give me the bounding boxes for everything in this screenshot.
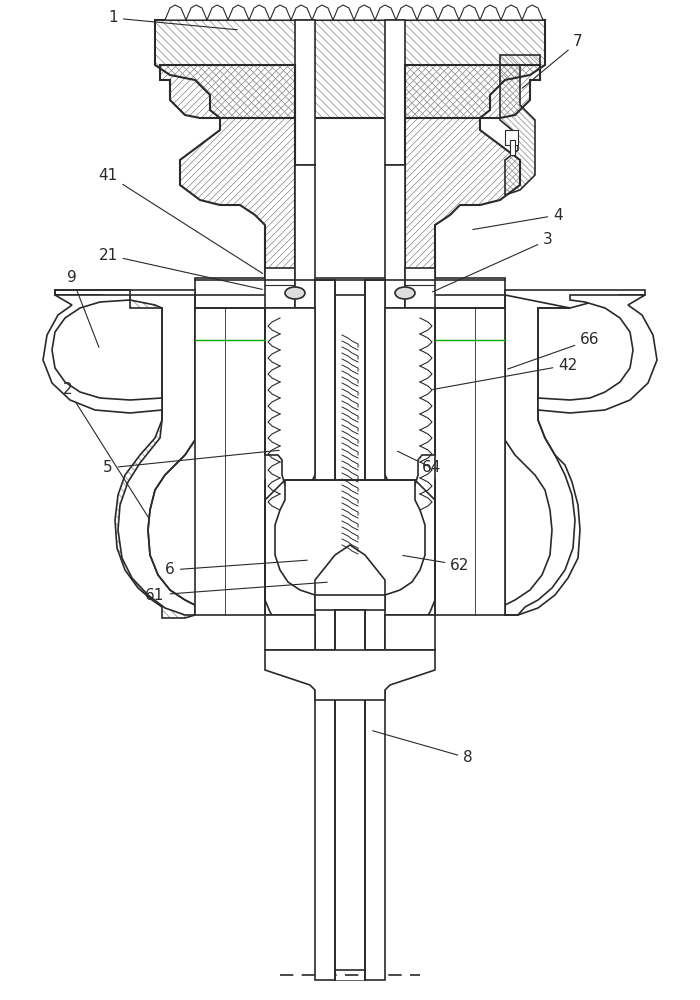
Text: 62: 62: [402, 555, 470, 572]
Polygon shape: [207, 5, 228, 20]
Polygon shape: [385, 20, 405, 165]
Text: 41: 41: [99, 167, 262, 274]
Text: 4: 4: [473, 208, 563, 230]
Polygon shape: [165, 5, 186, 20]
Polygon shape: [333, 5, 354, 20]
Text: 6: 6: [165, 560, 307, 578]
Text: 8: 8: [372, 731, 473, 766]
Polygon shape: [265, 308, 315, 495]
Polygon shape: [501, 5, 522, 20]
Polygon shape: [295, 20, 315, 165]
Polygon shape: [505, 290, 645, 615]
Text: 21: 21: [99, 247, 262, 289]
Text: 66: 66: [508, 332, 600, 369]
Polygon shape: [270, 5, 291, 20]
Polygon shape: [396, 5, 417, 20]
Polygon shape: [522, 5, 543, 20]
Polygon shape: [43, 295, 162, 413]
Polygon shape: [265, 268, 295, 308]
Ellipse shape: [395, 287, 415, 299]
Polygon shape: [385, 308, 435, 495]
Polygon shape: [228, 5, 249, 20]
Text: 1: 1: [108, 10, 237, 30]
Polygon shape: [265, 650, 435, 700]
Polygon shape: [417, 5, 438, 20]
Polygon shape: [375, 5, 396, 20]
Polygon shape: [55, 290, 195, 615]
Polygon shape: [291, 5, 312, 20]
Ellipse shape: [285, 287, 305, 299]
Text: 7: 7: [522, 34, 583, 88]
Polygon shape: [385, 165, 405, 308]
Text: 3: 3: [433, 232, 553, 292]
Text: 42: 42: [433, 358, 578, 390]
Polygon shape: [249, 5, 270, 20]
Polygon shape: [295, 165, 315, 308]
Text: 64: 64: [398, 451, 442, 476]
Polygon shape: [315, 280, 335, 980]
Polygon shape: [538, 295, 657, 413]
Polygon shape: [438, 5, 459, 20]
Polygon shape: [365, 280, 385, 980]
Text: 9: 9: [67, 270, 99, 347]
Polygon shape: [354, 5, 375, 20]
Polygon shape: [510, 140, 515, 155]
Polygon shape: [335, 280, 365, 980]
Polygon shape: [315, 545, 385, 595]
Polygon shape: [480, 5, 501, 20]
Text: 2: 2: [63, 382, 148, 518]
Polygon shape: [505, 130, 518, 145]
Text: 61: 61: [146, 582, 327, 602]
Polygon shape: [435, 308, 505, 615]
Polygon shape: [195, 308, 265, 615]
Polygon shape: [186, 5, 207, 20]
Polygon shape: [312, 5, 333, 20]
Polygon shape: [265, 615, 315, 650]
Text: 5: 5: [103, 450, 279, 476]
Polygon shape: [459, 5, 480, 20]
Polygon shape: [335, 610, 365, 970]
Polygon shape: [405, 268, 435, 308]
Polygon shape: [385, 615, 435, 650]
Polygon shape: [195, 278, 505, 295]
Polygon shape: [275, 480, 425, 610]
